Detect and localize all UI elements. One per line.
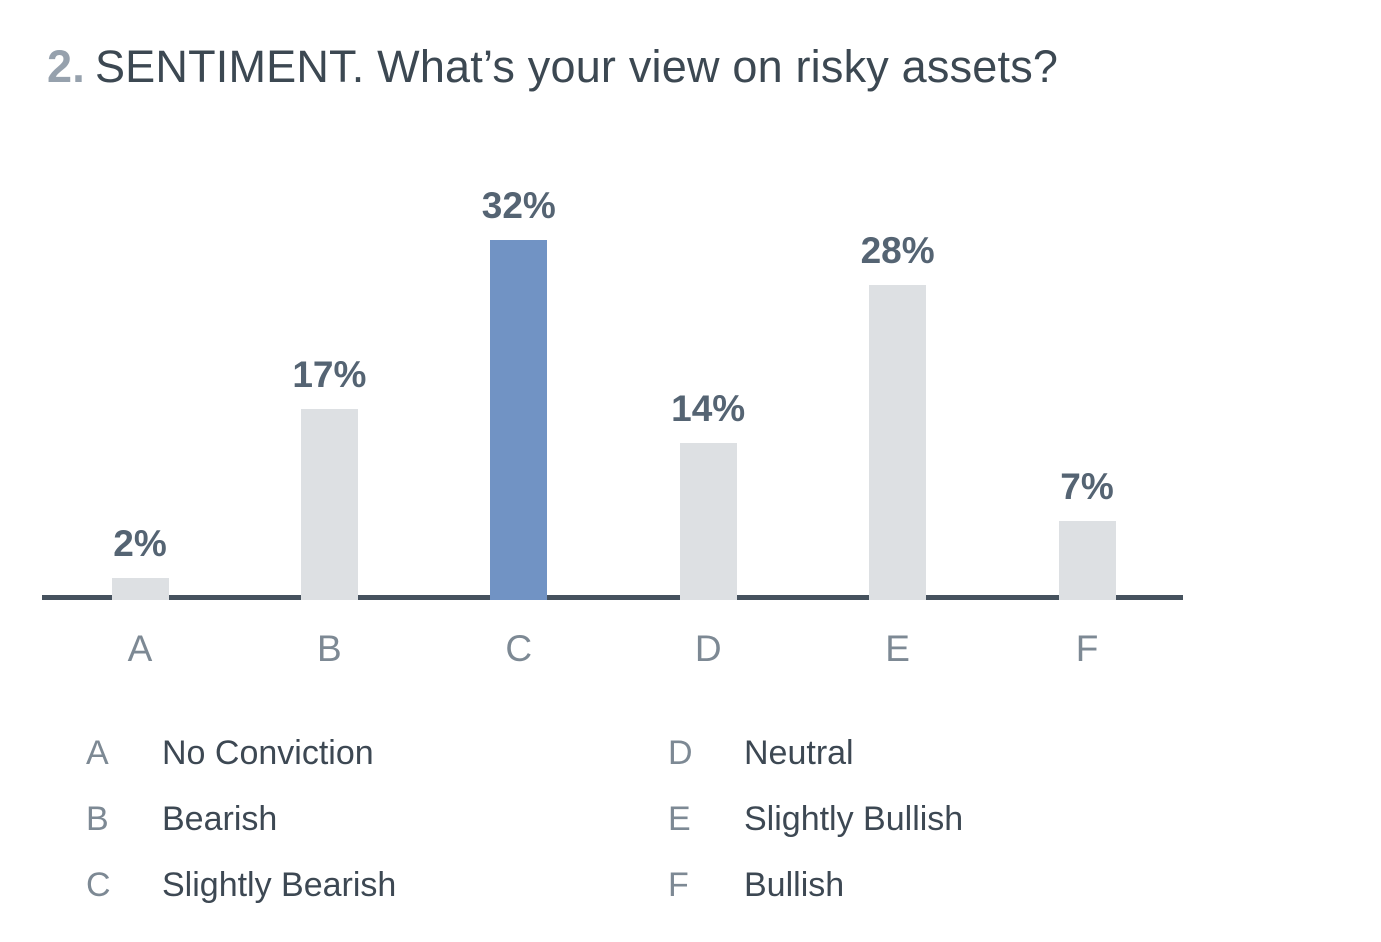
x-axis-label: B xyxy=(317,628,342,669)
legend-label: Bearish xyxy=(162,800,278,838)
bar-value-label: 14% xyxy=(671,387,746,429)
legend-key: E xyxy=(668,800,691,838)
legend-row-f: F Bullish xyxy=(668,865,844,905)
legend-label: No Conviction xyxy=(162,734,374,772)
question-title: 2. SENTIMENT. What’s your view on risky a… xyxy=(47,40,1058,94)
question-text: SENTIMENT. What’s your view on risky ass… xyxy=(94,41,1059,92)
bar-F xyxy=(1058,521,1116,600)
x-axis-label: C xyxy=(505,628,533,669)
legend-row-e: E Slightly Bullish xyxy=(668,799,963,839)
bar-value-label: 28% xyxy=(860,230,935,271)
legend-label: Slightly Bullish xyxy=(744,800,964,838)
legend-label: Neutral xyxy=(744,734,854,772)
x-axis-label: E xyxy=(885,628,910,669)
bar-value-label: 7% xyxy=(1060,466,1114,508)
bar-value-label: 2% xyxy=(113,522,167,564)
legend-row-b: B Bearish xyxy=(86,799,277,839)
legend-row-d: D Neutral xyxy=(668,733,854,773)
x-axis-line xyxy=(42,595,1183,600)
bar-E xyxy=(869,285,927,600)
x-axis-label: F xyxy=(1075,628,1099,669)
bar-D xyxy=(679,442,737,600)
legend-key: D xyxy=(668,734,693,772)
legend-key: A xyxy=(86,734,109,772)
legend-key: B xyxy=(86,800,109,838)
legend-key: F xyxy=(668,866,689,904)
legend-row-c: C Slightly Bearish xyxy=(86,865,396,905)
bar-A xyxy=(111,577,169,600)
x-axis-label: D xyxy=(694,628,722,669)
legend-label: Bullish xyxy=(744,866,845,904)
legend-key: C xyxy=(86,866,111,904)
legend-label: Slightly Bearish xyxy=(162,866,397,904)
legend-row-a: A No Conviction xyxy=(86,733,374,773)
bar-C xyxy=(490,240,548,600)
bar-value-label: 17% xyxy=(292,353,367,395)
question-number: 2. xyxy=(47,41,85,92)
bar-value-label: 32% xyxy=(481,185,556,226)
x-axis-label: A xyxy=(127,628,153,669)
bar-B xyxy=(300,408,358,600)
